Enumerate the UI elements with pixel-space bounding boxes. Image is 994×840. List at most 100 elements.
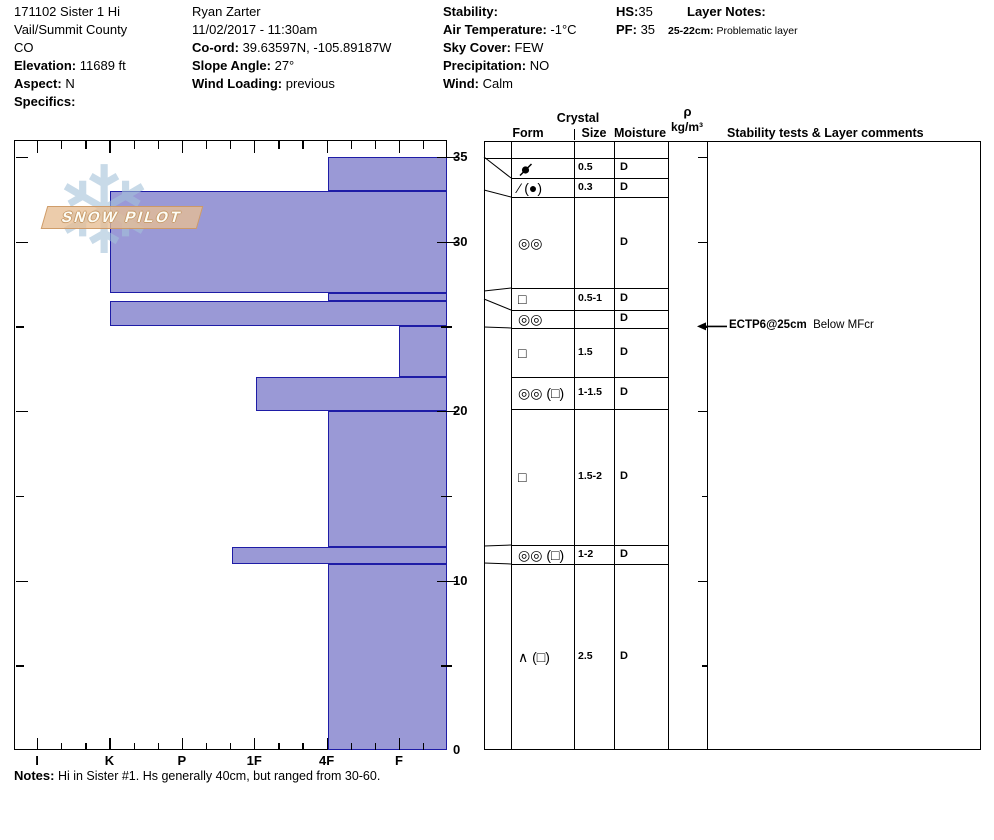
- comments-depth-tick: [698, 241, 707, 243]
- hardness-tick-bottom: [350, 743, 353, 750]
- decomposing-fragments-rounded-grains-symbol: ⁄ (●): [518, 179, 543, 196]
- depth-tick-left: [15, 411, 28, 413]
- table-row-line: [511, 197, 668, 199]
- hardness-label: 4F: [319, 753, 335, 768]
- comments-depth-tick: [698, 580, 707, 582]
- size-header: Size: [581, 126, 607, 140]
- crystal-size-cell: 1.5-2: [578, 470, 602, 482]
- hardness-tick-bottom: [133, 743, 135, 750]
- melt-freeze-crust-faceted-symbol: ◎◎ (□): [518, 385, 565, 401]
- crystal-form-cell: [518, 159, 533, 177]
- table-column-line: [614, 140, 616, 750]
- observation-datetime: 11/02/2017 - 11:30am: [192, 22, 318, 37]
- moisture-cell: D: [620, 235, 628, 248]
- test-result-text: ECTP6@25cm: [729, 319, 807, 332]
- depth-label: 35: [453, 148, 468, 164]
- comments-header: Stability tests & Layer comments: [727, 126, 924, 140]
- moisture-cell: D: [620, 292, 628, 304]
- form-header: Form: [512, 126, 544, 140]
- pit-title-line1: 171102 Sister 1 Hi: [14, 4, 120, 19]
- watermark-text: SNOW PILOT: [59, 209, 185, 226]
- depth-tick-right: [441, 326, 452, 328]
- crystal-size-cell: 1.5: [578, 345, 593, 358]
- comments-depth-tick: [702, 665, 707, 667]
- depth-hoar-faceted-symbol: ∧ (□): [518, 649, 550, 665]
- hardness-tick-bottom: [302, 743, 304, 750]
- table-top-line: [483, 140, 980, 142]
- faceted-crystals-symbol: □: [518, 291, 527, 307]
- snow-layer-bar: [328, 292, 447, 301]
- table-row-line: [511, 328, 668, 330]
- depth-label: 10: [453, 572, 468, 588]
- pit-id-block: 171102 Sister 1 Hi Vail/Summit County CO…: [14, 3, 127, 111]
- moisture-cell: D: [620, 312, 628, 324]
- depth-tick-right: [437, 241, 458, 243]
- hardness-tick-bottom: [205, 743, 208, 750]
- layer-connector-line: [483, 544, 512, 547]
- moisture-cell: D: [620, 547, 628, 560]
- layer-notes-block: Layer Notes: 25-22cm: Problematic layer: [668, 3, 798, 38]
- crystal-size-cell: 2.5: [578, 650, 593, 662]
- crystal-size-cell: 0.3: [578, 180, 593, 193]
- layer-connector-line: [483, 298, 512, 311]
- pit-title-line3: CO: [14, 40, 34, 55]
- snow-layer-bar: [328, 411, 447, 547]
- melt-freeze-crust-symbol: ◎◎: [518, 234, 543, 251]
- hardness-tick-top: [350, 140, 353, 149]
- comments-depth-tick: [698, 156, 707, 159]
- layer-connector-line: [483, 326, 512, 329]
- hardness-tick-bottom: [109, 738, 111, 750]
- hardness-tick-top: [181, 140, 184, 153]
- snow-layer-bar: [256, 377, 447, 412]
- hardness-tick-top: [326, 140, 328, 153]
- elevation-field: Elevation: 11689 ft: [14, 58, 126, 73]
- comments-depth-tick: [702, 495, 707, 498]
- hardness-tick-top: [399, 140, 401, 153]
- snow-layer-bar: [399, 326, 447, 378]
- comments-depth-tick: [702, 326, 707, 328]
- depth-tick-left: [15, 326, 24, 328]
- depth-tick-right: [437, 156, 458, 159]
- rounded-grain-with-slash-icon: [518, 162, 533, 177]
- aspect-field: Aspect: N: [14, 76, 75, 91]
- specifics-field: Specifics:: [14, 94, 76, 109]
- layer-connector-line: [483, 562, 512, 565]
- hardness-tick-top: [302, 140, 304, 149]
- observer-name: Ryan Zarter: [192, 4, 261, 19]
- table-row-line: [511, 377, 668, 379]
- notes-label: Notes:: [14, 768, 55, 783]
- table-column-line: [980, 140, 982, 750]
- faceted-crystals-symbol: □: [518, 469, 527, 485]
- crystal-size-cell: 0.5: [578, 161, 593, 173]
- depth-tick-left: [15, 665, 24, 667]
- hardness-tick-bottom: [374, 743, 377, 750]
- depth-label: 30: [453, 233, 468, 249]
- snowpilot-watermark: SNOW PILOT: [40, 206, 204, 229]
- moisture-cell: D: [620, 650, 628, 662]
- depth-tick-left: [15, 495, 24, 498]
- table-column-line: [483, 140, 485, 750]
- observer-block: Ryan Zarter 11/02/2017 - 11:30am Co-ord:…: [192, 3, 391, 93]
- hardness-tick-bottom: [230, 743, 232, 750]
- header-divider: [574, 129, 576, 140]
- snow-height-block: HS:35 PF: 35: [616, 3, 655, 39]
- layer-notes-title: Layer Notes:: [687, 4, 766, 19]
- crystal-size-cell: 1-1.5: [578, 386, 602, 398]
- moisture-cell: D: [620, 470, 628, 482]
- table-row-line: [511, 545, 668, 547]
- melt-freeze-crust-symbol: ◎◎: [518, 311, 543, 327]
- hardness-tick-bottom: [278, 743, 280, 750]
- depth-tick-right: [441, 495, 452, 498]
- hardness-tick-top: [374, 140, 377, 149]
- hardness-label: P: [177, 753, 187, 768]
- hardness-tick-bottom: [254, 738, 256, 750]
- hardness-tick-top: [205, 140, 208, 149]
- melt-freeze-crust-faceted-symbol: ◎◎ (□): [518, 546, 565, 563]
- hardness-tick-bottom: [399, 738, 401, 750]
- depth-tick-right: [437, 411, 458, 413]
- hardness-tick-top: [423, 140, 425, 149]
- depth-label: 20: [453, 403, 468, 419]
- hardness-tick-top: [85, 140, 87, 149]
- coordinates-field: Co-ord: 39.63597N, -105.89187W: [192, 40, 392, 55]
